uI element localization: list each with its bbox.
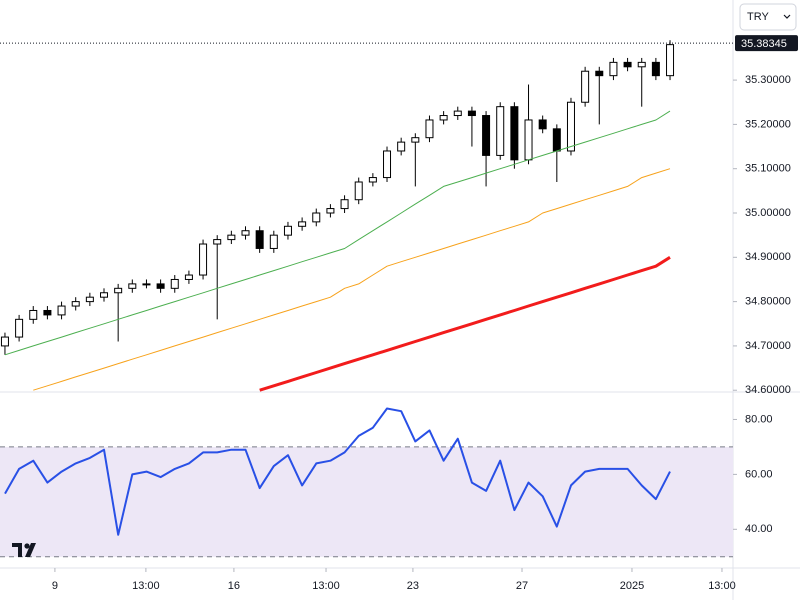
x-tick-label: 16 [228,580,240,592]
last-price-tag [735,35,798,52]
candle-body [128,283,137,289]
logo-part [12,543,22,557]
candle-body [651,61,660,77]
candle-body [623,61,632,68]
candle-body [241,230,250,236]
x-tick-label: 2025 [620,580,644,592]
candle-body [43,309,52,316]
candle-body [114,287,123,294]
candle-body [255,230,264,249]
candle-body [482,115,491,156]
candle-body [510,106,519,161]
y-tick-label: 34.70000 [745,340,791,352]
candle-body [227,234,236,241]
candle-body [283,225,292,236]
moving-average [4,110,671,356]
candle-body [15,318,24,338]
candle-body [609,61,618,77]
candle-body [269,234,278,249]
candle-body [184,274,193,280]
candle-body [100,292,109,298]
logo-part [25,543,36,557]
y-tick-label: 35.10000 [745,163,791,175]
x-tick-label: 13:00 [312,580,340,592]
axes: 34.60000 34.70000 34.80000 34.90000 35.00000… [0,35,798,592]
candle-body [29,309,38,320]
price-pane [0,40,675,392]
x-tick-label: 13:00 [708,580,736,592]
candle-body [397,141,406,152]
currency-label[interactable]: TRY [747,11,769,23]
candle-body [354,181,363,201]
candle-body [637,61,646,68]
y-tick-label: 34.80000 [745,296,791,308]
rsi-pane [0,407,733,558]
y-tick-label: 40.00 [745,523,773,535]
candle-body [411,137,420,143]
candle-body [538,119,547,130]
candle-body [170,278,179,289]
y-tick-label: 35.00000 [745,207,791,219]
candle-body [566,101,575,152]
candle-body [368,177,377,183]
y-tick-label: 34.60000 [745,384,791,396]
moving-average [259,256,671,392]
y-tick-label: 35.30000 [745,74,791,86]
candle-body [326,208,335,214]
candle-body [453,110,462,117]
candle-body [425,119,434,139]
candle-body [85,296,94,303]
y-tick-label: 80.00 [745,413,773,425]
x-tick-label: 23 [407,580,419,592]
y-tick-label: 34.90000 [745,251,791,263]
x-tick-label: 9 [52,580,58,592]
candle-body [57,305,66,316]
candle-body [467,110,476,117]
candle-body [439,115,448,121]
candle-body [0,336,9,347]
y-tick-label: 60.00 [745,468,773,480]
candle-body [199,243,208,276]
last-price-label: 35.38345 [741,38,787,50]
candle-body [581,70,590,103]
candle-body [298,221,307,227]
candle-body [496,106,505,156]
candle-body [595,70,604,77]
logo [12,543,36,557]
candle-body [142,283,151,286]
rsi-line [4,407,671,536]
candle-body [340,199,349,210]
logo-part [24,543,30,549]
currency-box[interactable] [739,3,797,31]
candle-body [552,128,561,152]
currency-selector[interactable]: TRY [739,3,797,31]
chevron[interactable] [783,14,791,19]
candle-body [312,212,321,223]
rsi-band [0,446,733,557]
candle-body [71,301,80,307]
x-tick-label: 27 [516,580,528,592]
candle-body [213,239,222,245]
moving-average [33,168,671,391]
candle-body [666,44,675,77]
candle-body [524,119,533,161]
candle-body [383,150,392,179]
x-tick-label: 13:00 [132,580,160,592]
y-tick-label: 35.20000 [745,118,791,130]
candle-body [156,283,165,289]
